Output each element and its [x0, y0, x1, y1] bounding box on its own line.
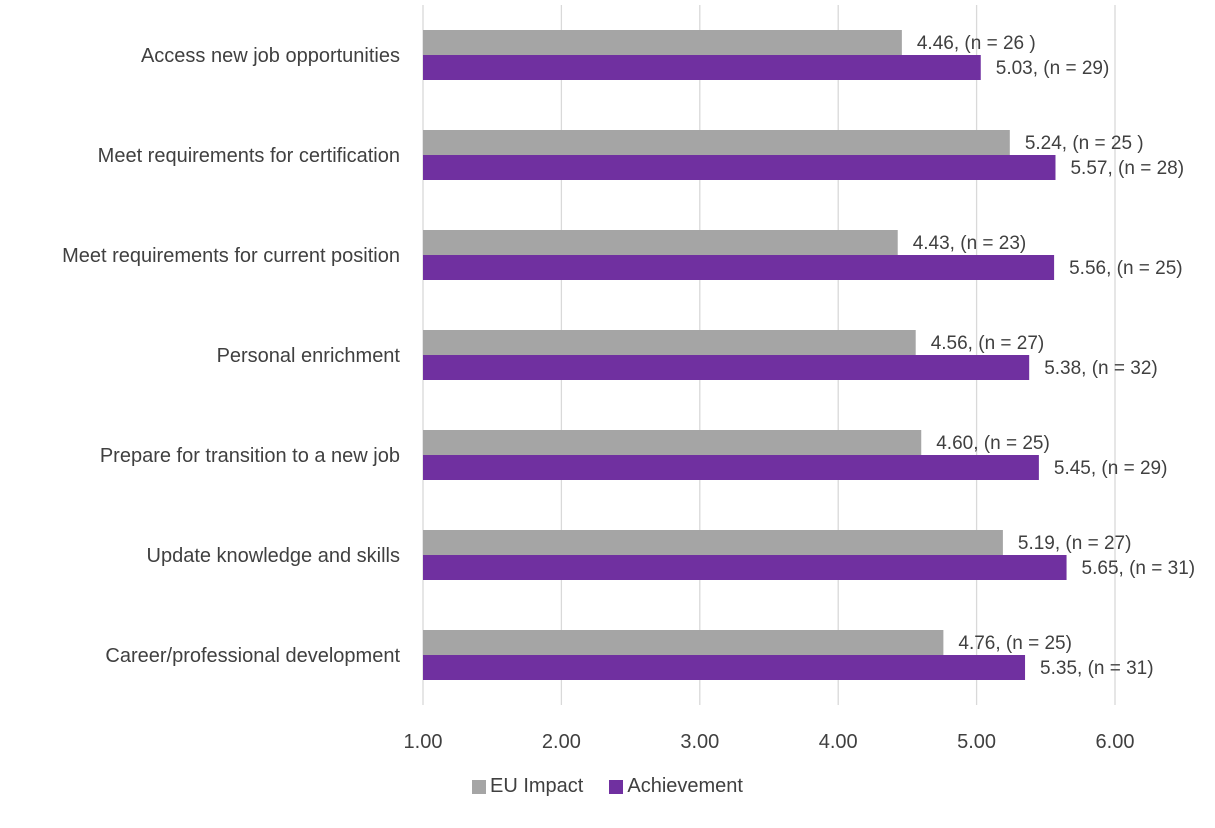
- bar-achievement: [423, 55, 981, 80]
- bar-achievement: [423, 255, 1055, 280]
- bars: [423, 30, 1067, 680]
- x-tick-label: 2.00: [542, 731, 581, 753]
- data-label: 5.56, (n = 25): [1069, 258, 1183, 279]
- x-tick-label: 4.00: [819, 731, 858, 753]
- bar-achievement: [423, 155, 1056, 180]
- category-label: Career/professional development: [105, 645, 400, 667]
- x-tick-label: 5.00: [957, 731, 996, 753]
- bar-eu-impact: [423, 230, 898, 255]
- x-tick-label: 1.00: [404, 731, 443, 753]
- category-label: Meet requirements for current position: [62, 245, 400, 267]
- data-label: 5.38, (n = 32): [1044, 358, 1158, 379]
- data-label: 5.65, (n = 31): [1082, 558, 1196, 579]
- bar-achievement: [423, 555, 1067, 580]
- x-tick-label: 6.00: [1096, 731, 1135, 753]
- legend-swatch-achievement: [609, 779, 624, 794]
- data-label: 4.46, (n = 26 ): [917, 33, 1036, 54]
- bar-achievement: [423, 455, 1039, 480]
- data-label: 5.45, (n = 29): [1054, 458, 1168, 479]
- legend-swatch-eu-impact: [472, 779, 486, 794]
- data-labels: 4.46, (n = 26 ) 5.03, (n = 29) 5.24, (n = …: [913, 33, 1195, 679]
- data-label: 4.60, (n = 25): [936, 433, 1050, 454]
- bar-achievement: [423, 355, 1030, 380]
- category-label: Update knowledge and skills: [147, 545, 401, 567]
- bar-eu-impact: [423, 330, 916, 355]
- data-label: 4.76, (n = 25): [958, 633, 1072, 654]
- bar-eu-impact: [423, 130, 1010, 155]
- bar-eu-impact: [423, 530, 1003, 555]
- data-label: 5.57, (n = 28): [1070, 158, 1184, 179]
- category-labels: Access new job opportunities Meet require…: [62, 45, 400, 667]
- category-label: Prepare for transition to a new job: [100, 445, 400, 467]
- data-label: 4.56, (n = 27): [931, 333, 1045, 354]
- x-tick-label: 3.00: [680, 731, 719, 753]
- x-axis-tick-labels: 1.00 2.00 3.00 4.00 5.00 6.00: [404, 731, 1135, 753]
- legend-item-achievement: Achievement: [609, 775, 743, 798]
- bar-eu-impact: [423, 30, 902, 55]
- bar-achievement: [423, 655, 1026, 680]
- data-label: 5.03, (n = 29): [996, 58, 1110, 79]
- data-label: 5.35, (n = 31): [1040, 658, 1154, 679]
- data-label: 5.24, (n = 25 ): [1025, 133, 1144, 154]
- bar-eu-impact: [423, 630, 944, 655]
- category-label: Access new job opportunities: [141, 45, 400, 67]
- bar-eu-impact: [423, 430, 922, 455]
- legend-label-eu-impact: EU Impact: [490, 775, 584, 797]
- data-label: 5.19, (n = 27): [1018, 533, 1132, 554]
- legend-item-eu-impact: EU Impact: [472, 775, 583, 798]
- legend-label-achievement: Achievement: [627, 775, 743, 797]
- legend: EU Impact Achievement: [0, 775, 1215, 798]
- category-label: Personal enrichment: [217, 345, 401, 367]
- data-label: 4.43, (n = 23): [913, 233, 1027, 254]
- category-label: Meet requirements for certification: [98, 145, 400, 167]
